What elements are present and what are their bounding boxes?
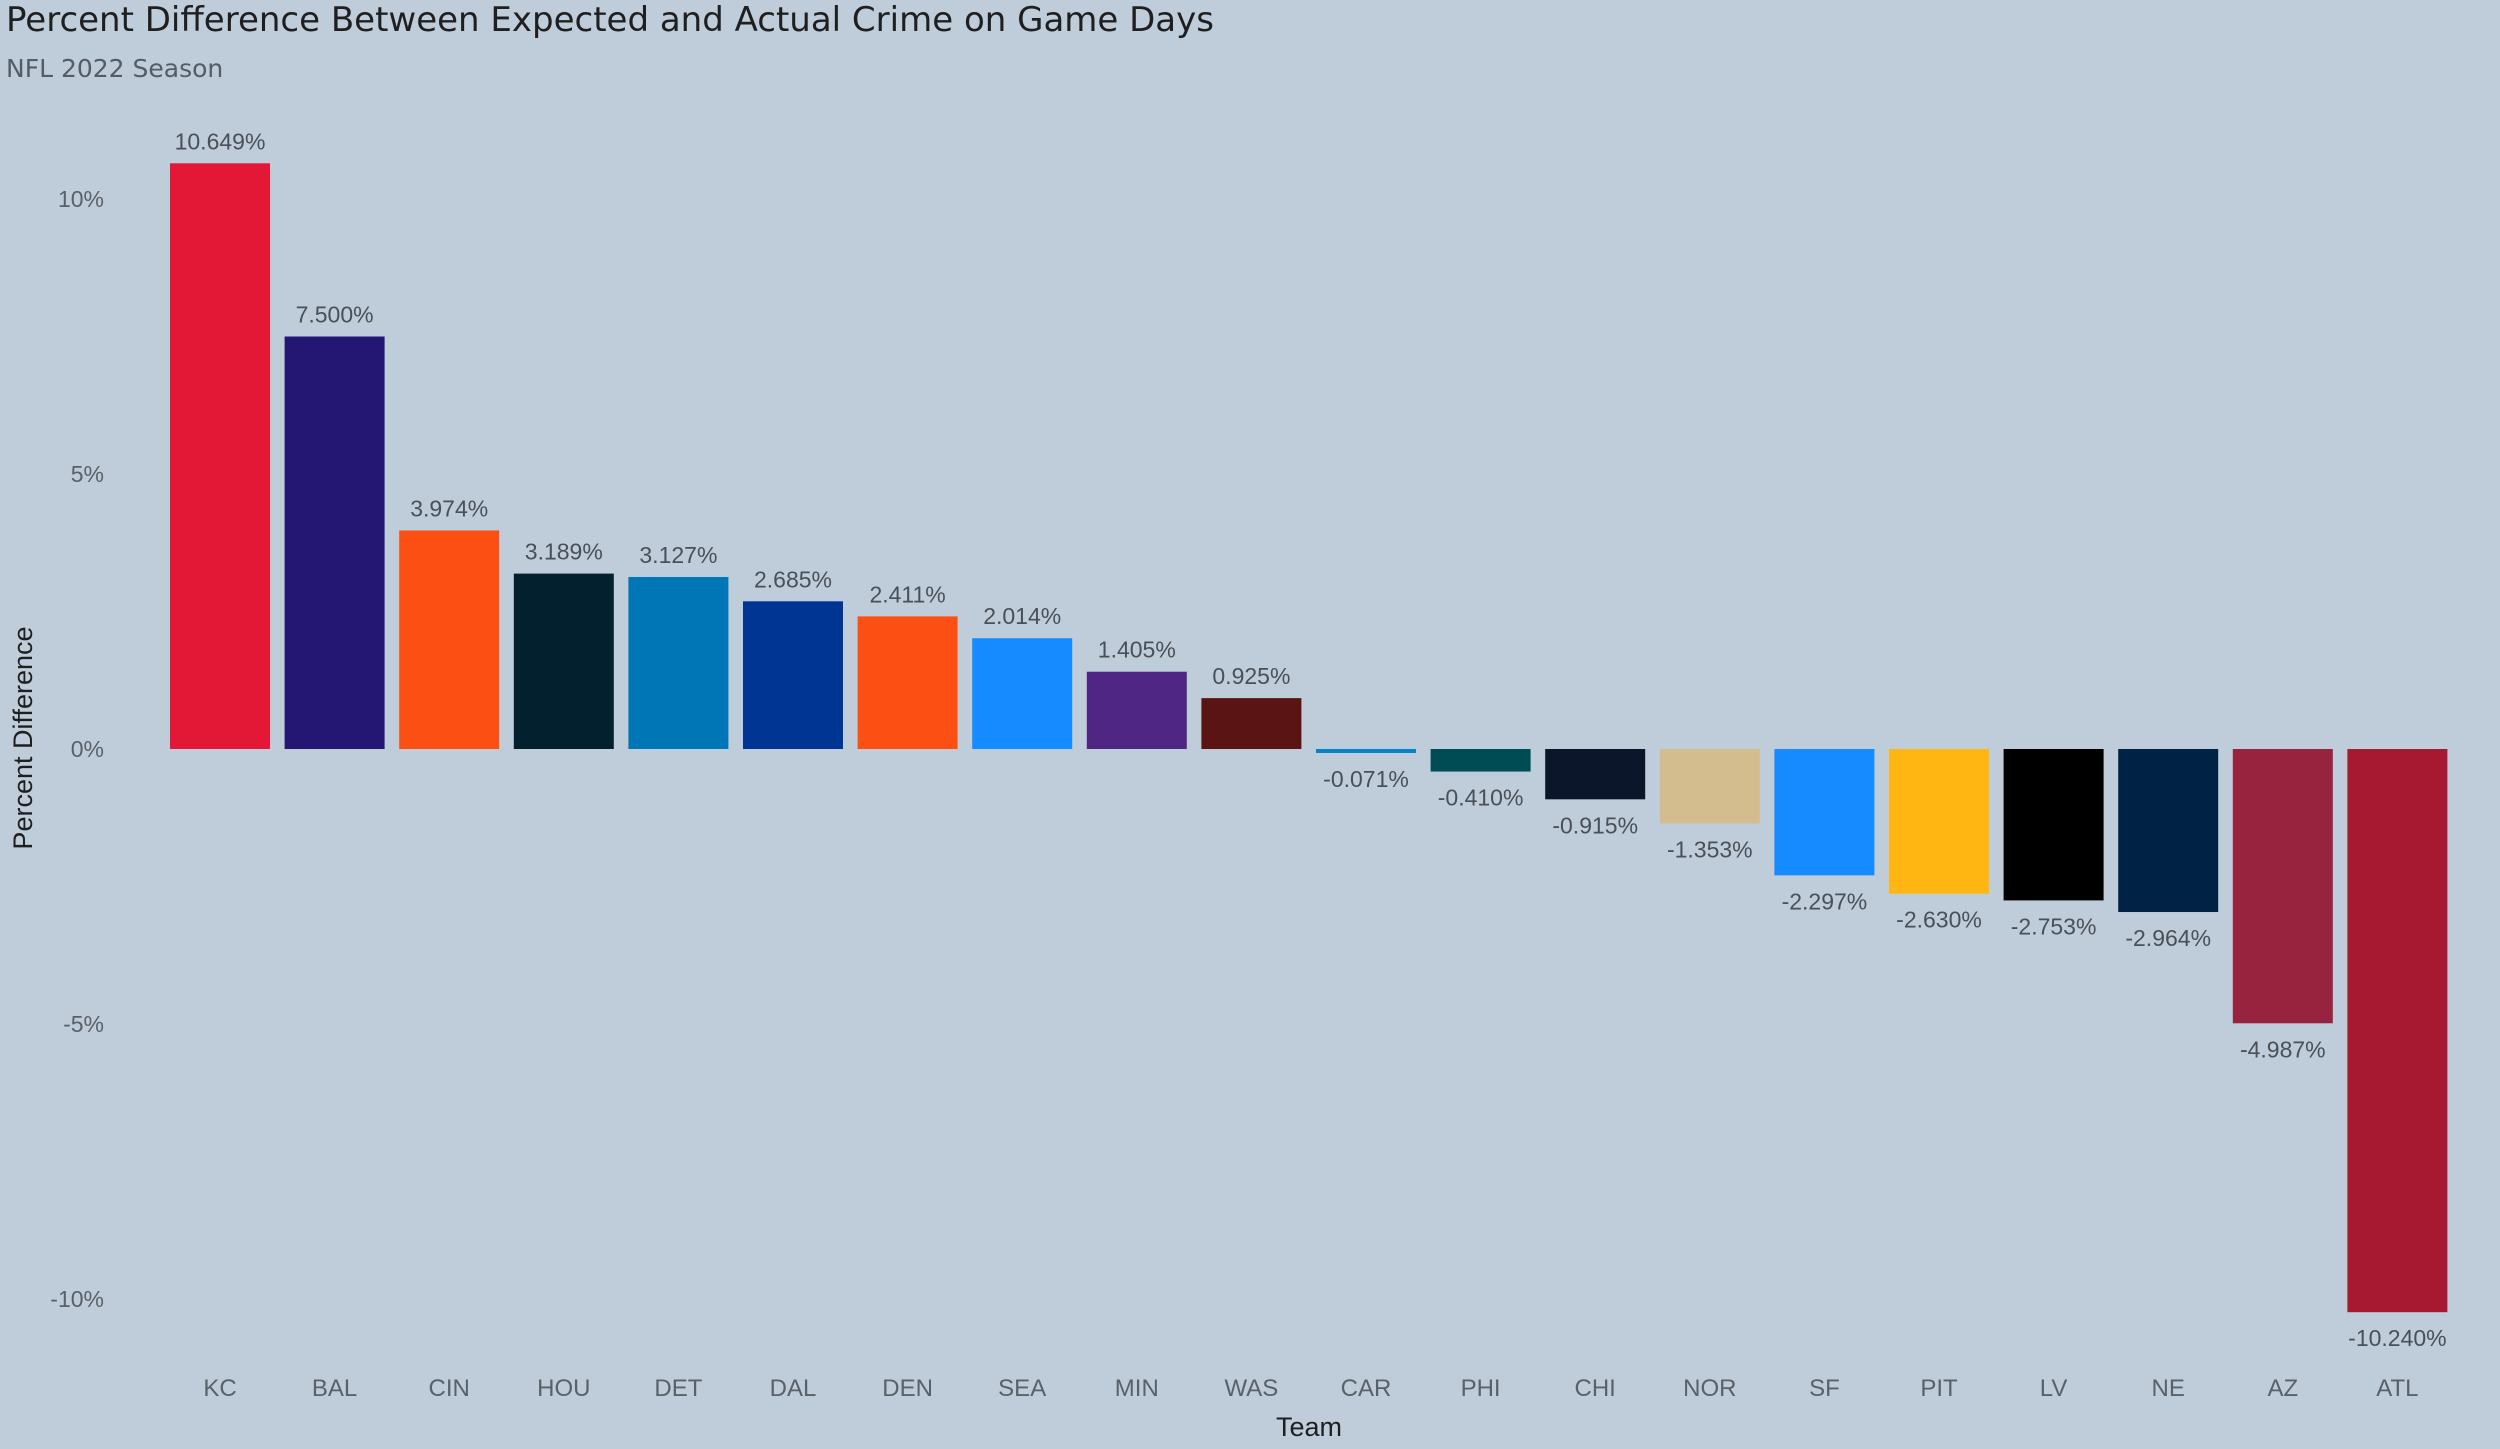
bars xyxy=(170,163,2448,1313)
data-label-kc: 10.649% xyxy=(175,128,266,154)
data-label-sf: -2.297% xyxy=(1782,888,1868,914)
data-label-bal: 7.500% xyxy=(296,302,374,328)
x-tick-label: AZ xyxy=(2267,1375,2298,1402)
x-tick-label: PIT xyxy=(1920,1375,1958,1402)
bar-dal[interactable] xyxy=(743,601,843,749)
data-label-chi: -0.915% xyxy=(1552,812,1638,838)
y-axis-label: Percent Difference xyxy=(8,626,38,849)
bar-car[interactable] xyxy=(1316,749,1416,753)
x-axis-label: Team xyxy=(1276,1412,1342,1442)
data-label-min: 1.405% xyxy=(1098,637,1176,663)
chart-subtitle: NFL 2022 Season xyxy=(6,54,224,83)
bar-phi[interactable] xyxy=(1430,749,1531,772)
bar-det[interactable] xyxy=(628,577,729,749)
data-label-dal: 2.685% xyxy=(754,566,832,592)
x-tick-label: DAL xyxy=(770,1375,817,1402)
data-label-car: -0.071% xyxy=(1323,766,1409,792)
y-tick-label: 10% xyxy=(58,186,104,212)
bar-sf[interactable] xyxy=(1774,749,1875,876)
data-label-den: 2.411% xyxy=(869,581,945,607)
data-labels: 10.649% 7.500% 3.974% 3.189% 3.127% 2.685% 2.4… xyxy=(175,128,2447,1351)
x-tick-label: MIN xyxy=(1115,1375,1159,1402)
data-label-det: 3.127% xyxy=(639,542,717,568)
data-label-nor: -1.353% xyxy=(1667,836,1753,862)
bar-nor[interactable] xyxy=(1659,749,1760,824)
x-tick-label: ATL xyxy=(2376,1375,2418,1402)
bar-min[interactable] xyxy=(1086,671,1187,749)
bar-cin[interactable] xyxy=(399,530,500,749)
data-label-az: -4.987% xyxy=(2240,1036,2326,1062)
x-tick-label: CIN xyxy=(429,1375,470,1402)
bar-atl[interactable] xyxy=(2347,749,2448,1313)
bar-den[interactable] xyxy=(857,616,958,749)
x-tick-label: KC xyxy=(203,1375,236,1402)
data-label-hou: 3.189% xyxy=(525,539,603,565)
chart-title: Percent Difference Between Expected and … xyxy=(6,0,1214,40)
x-tick-label: DET xyxy=(654,1375,702,1402)
data-label-pit: -2.630% xyxy=(1896,907,1982,933)
x-tick-label: DEN xyxy=(882,1375,933,1402)
x-tick-label: CAR xyxy=(1341,1375,1392,1402)
y-tick-label: -5% xyxy=(63,1011,104,1037)
y-axis-ticks: 10% 5% 0% -5% -10% xyxy=(50,186,104,1312)
bar-ne[interactable] xyxy=(2118,749,2219,913)
x-tick-label: SF xyxy=(1809,1375,1840,1402)
data-label-ne: -2.964% xyxy=(2125,925,2211,951)
data-label-sea: 2.014% xyxy=(983,603,1061,629)
bar-az[interactable] xyxy=(2232,749,2333,1024)
bar-pit[interactable] xyxy=(1889,749,1989,894)
bar-sea[interactable] xyxy=(972,638,1073,749)
data-label-atl: -10.240% xyxy=(2348,1325,2446,1351)
bar-lv[interactable] xyxy=(2003,749,2104,901)
x-tick-label: NOR xyxy=(1683,1375,1736,1402)
y-tick-label: -10% xyxy=(50,1286,104,1312)
x-tick-label: HOU xyxy=(537,1375,590,1402)
x-tick-label: PHI xyxy=(1461,1375,1501,1402)
data-label-was: 0.925% xyxy=(1212,663,1290,689)
y-tick-label: 5% xyxy=(71,461,104,487)
x-axis-ticks: KC BAL CIN HOU DET DAL DEN SEA MIN WAS CAR PHI CHI NO… xyxy=(203,1375,2418,1402)
x-tick-label: WAS xyxy=(1225,1375,1279,1402)
bar-hou[interactable] xyxy=(513,573,614,749)
bar-chi[interactable] xyxy=(1545,749,1646,800)
x-tick-label: NE xyxy=(2152,1375,2185,1402)
data-label-phi: -0.410% xyxy=(1438,785,1524,811)
bar-bal[interactable] xyxy=(284,336,385,750)
y-tick-label: 0% xyxy=(71,736,104,762)
data-label-cin: 3.974% xyxy=(410,495,488,521)
x-tick-label: LV xyxy=(2040,1375,2068,1402)
x-tick-label: CHI xyxy=(1575,1375,1616,1402)
x-tick-label: SEA xyxy=(998,1375,1046,1402)
data-label-lv: -2.753% xyxy=(2011,913,2097,939)
x-tick-label: BAL xyxy=(312,1375,357,1402)
bar-was[interactable] xyxy=(1201,698,1302,749)
bar-kc[interactable] xyxy=(170,163,270,749)
